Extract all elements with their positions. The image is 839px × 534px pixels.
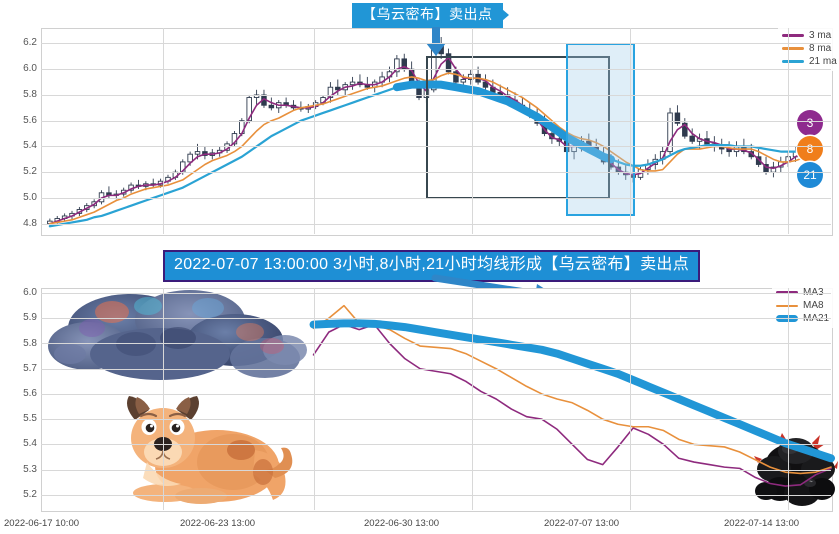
legend-swatch-ma21 (782, 60, 804, 63)
gridline-vertical (314, 288, 315, 510)
y-axis-tick: 5.4 (23, 438, 37, 450)
legend-item: MA3 (776, 286, 829, 299)
highlight-rectangle-blue[interactable] (566, 43, 635, 216)
gridline-horizontal (41, 121, 831, 122)
gridline-vertical (163, 288, 164, 510)
gridline-vertical (788, 288, 789, 510)
banner-arrow-tip (495, 3, 509, 27)
badge-ma3[interactable]: 3 (797, 110, 823, 136)
legend-swatch-ma3 (776, 291, 798, 294)
gridline-horizontal (41, 198, 831, 199)
legend-label-ma21: 21 ma (809, 56, 837, 67)
gridline-horizontal (41, 293, 831, 294)
y-axis-tick: 6.0 (23, 287, 37, 299)
gridline-horizontal (41, 470, 831, 471)
y-axis-tick: 5.6 (23, 387, 37, 399)
ma-line-MA8 (312, 304, 832, 475)
annotation-callout[interactable]: 2022-07-07 13:00:00 3小时,8小时,21小时均线形成【乌云密… (163, 250, 700, 282)
gridline-vertical (163, 28, 164, 234)
y-axis-tick: 5.7 (23, 362, 37, 374)
gridline-horizontal (41, 394, 831, 395)
gridline-horizontal (41, 369, 831, 370)
badge-ma21-label: 21 (803, 168, 817, 182)
legend-item: 8 ma (782, 42, 837, 55)
legend-item: 21 ma (782, 55, 837, 68)
top-candlestick-panel: 4.8 5.0 5.2 5.4 5.6 5.8 6.0 6.2 【乌云密布】卖出点 3 ma (0, 0, 839, 245)
gridline-horizontal (41, 419, 831, 420)
gridline-horizontal (41, 95, 831, 96)
legend-label-ma3: 3 ma (809, 30, 832, 41)
gridline-horizontal (41, 43, 831, 44)
y-axis-tick: 5.3 (23, 463, 37, 475)
y-axis-tick: 5.4 (23, 140, 37, 152)
legend-swatch-ma8 (776, 304, 798, 307)
bottom-chart-svg (309, 304, 835, 487)
y-axis-tick: 4.8 (23, 217, 37, 229)
ma21-emphasis-line (392, 80, 615, 164)
gridline-vertical (472, 288, 473, 510)
legend-swatch-ma3 (782, 34, 804, 37)
sell-point-banner: 【乌云密布】卖出点 (352, 3, 503, 28)
gridline-horizontal (41, 343, 831, 344)
gridline-vertical (630, 288, 631, 510)
y-axis-tick: 5.6 (23, 114, 37, 126)
y-axis-tick: 5.8 (23, 88, 37, 100)
gridline-horizontal (41, 224, 831, 225)
y-axis-tick: 5.0 (23, 191, 37, 203)
y-axis-tick: 5.9 (23, 312, 37, 324)
gridline-vertical (472, 28, 473, 234)
x-axis-tick: 2022-07-14 13:00 (724, 518, 800, 529)
badge-ma21[interactable]: 21 (797, 162, 823, 188)
badge-ma8-label: 8 (806, 142, 814, 156)
gridline-horizontal (41, 318, 831, 319)
badge-ma3-label: 3 (806, 116, 814, 130)
legend-label-ma8: 8 ma (809, 43, 832, 54)
legend-label-ma3: MA3 (803, 286, 824, 299)
badge-ma8[interactable]: 8 (797, 136, 823, 162)
gridline-vertical (788, 28, 789, 234)
gridline-vertical (314, 28, 315, 234)
legend-swatch-ma8 (782, 47, 804, 50)
legend-item: MA8 (776, 299, 829, 312)
x-axis-tick: 2022-06-30 13:00 (364, 518, 440, 529)
annotation-text: 2022-07-07 13:00:00 3小时,8小时,21小时均线形成【乌云密… (174, 256, 689, 273)
y-axis-tick: 6.0 (23, 63, 37, 75)
legend-label-ma8: MA8 (803, 300, 824, 311)
ma-line-MA21 (309, 319, 835, 463)
legend-item: 3 ma (782, 29, 837, 42)
gridline-horizontal (41, 69, 831, 70)
ma-line-MA3 (312, 323, 832, 487)
gridline-vertical (630, 28, 631, 234)
y-axis-tick: 5.8 (23, 337, 37, 349)
x-axis-tick: 2022-07-07 13:00 (544, 518, 620, 529)
gridline-horizontal (41, 495, 831, 496)
bottom-ma-panel: 5.2 5.3 5.4 5.5 5.6 5.7 5.8 5.9 6.0 (0, 283, 839, 534)
x-axis-tick: 2022-06-17 10:00 (4, 518, 80, 529)
y-axis-tick: 5.2 (23, 166, 37, 178)
x-axis-tick: 2022-06-23 13:00 (180, 518, 256, 529)
gridline-horizontal (41, 146, 831, 147)
y-axis-tick: 5.2 (23, 488, 37, 500)
gridline-horizontal (41, 444, 831, 445)
bottom-chart-legend: MA3 MA8 MA21 (772, 283, 836, 328)
y-axis-tick: 5.5 (23, 413, 37, 425)
gridline-horizontal (41, 172, 831, 173)
banner-text: 【乌云密布】卖出点 (362, 6, 493, 22)
y-axis-tick: 6.2 (23, 37, 37, 49)
ma-line-3ma (49, 56, 819, 225)
